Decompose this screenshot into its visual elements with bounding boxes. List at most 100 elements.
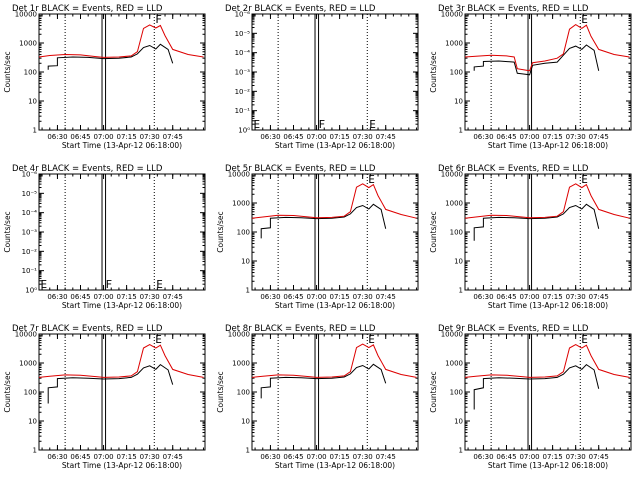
marker-letter: E (368, 333, 375, 346)
x-tick-label: 07:15 (543, 293, 563, 301)
x-tick-label: 07:15 (117, 453, 137, 461)
x-tick-label: 07:00 (306, 453, 326, 461)
panel-det-8: Det 8r BLACK = Events, RED = LLD 1 10 100 10… (216, 324, 419, 470)
marker-letter: F (319, 118, 326, 131)
x-tick-label: 07:00 (519, 293, 539, 301)
x-axis-label: Start Time (13-Apr-12 06:18:00) (275, 301, 395, 310)
series-events (473, 363, 600, 410)
y-tick-label: 10000 (441, 331, 463, 339)
x-tick-label: 06:45 (283, 293, 303, 301)
plot-frame (464, 13, 632, 131)
y-tick-label: 10⁻² (235, 88, 251, 96)
x-tick-label: 07:30 (353, 133, 373, 141)
y-axis-label: Counts/sec (3, 211, 12, 252)
y-tick-label: 1 (459, 287, 463, 295)
y-tick-label: 10000 (441, 11, 463, 19)
y-tick-label: 1000 (232, 360, 250, 368)
x-tick-label: 06:45 (70, 133, 90, 141)
x-tick-label: 07:30 (140, 133, 160, 141)
series-lld (464, 183, 630, 219)
x-tick-label: 07:00 (519, 133, 539, 141)
plot-frame (464, 173, 632, 291)
panel-det-6: Det 6r BLACK = Events, RED = LLD 1 10 100 10… (429, 164, 632, 310)
plot-frame (464, 333, 632, 451)
y-tick-label: 1000 (445, 360, 463, 368)
series-lld (38, 24, 204, 58)
y-tick-label: 100 (450, 389, 463, 397)
y-tick-label: 10000 (228, 331, 250, 339)
y-tick-label: 1 (33, 447, 37, 455)
series-lld (251, 343, 417, 378)
x-tick-label: 06:45 (283, 133, 303, 141)
panel-title: Det 6r BLACK = Events, RED = LLD (438, 164, 589, 174)
x-tick-label: 07:30 (566, 453, 586, 461)
y-tick-label: 10⁻⁵ (235, 30, 251, 38)
x-tick-label: 07:15 (330, 133, 350, 141)
x-tick-label: 07:30 (353, 293, 373, 301)
marker-letter: F (155, 13, 162, 26)
x-tick-label: 06:30 (473, 453, 493, 461)
y-tick-label: 1000 (445, 200, 463, 208)
x-tick-label: 06:45 (283, 453, 303, 461)
x-tick-label: 06:30 (260, 133, 280, 141)
x-tick-label: 07:30 (140, 453, 160, 461)
x-tick-label: 07:45 (376, 293, 396, 301)
y-tick-label: 10⁰ (25, 287, 37, 295)
y-tick-label: 100 (24, 69, 37, 77)
marker-letter: E (581, 173, 588, 186)
x-tick-label: 07:30 (566, 133, 586, 141)
y-tick-label: 10 (454, 258, 463, 266)
plot-frame (38, 13, 206, 131)
panel-title: Det 1r BLACK = Events, RED = LLD (12, 4, 163, 14)
y-tick-label: 1000 (232, 200, 250, 208)
x-tick-label: 06:30 (47, 133, 67, 141)
x-tick-label: 06:30 (47, 293, 67, 301)
y-tick-label: 1 (246, 287, 250, 295)
series-lld (464, 344, 630, 378)
x-tick-label: 07:15 (330, 453, 350, 461)
x-tick-label: 07:00 (93, 133, 113, 141)
x-tick-label: 06:30 (473, 293, 493, 301)
y-axis-label: Counts/sec (216, 211, 225, 252)
x-tick-label: 07:45 (589, 133, 609, 141)
x-tick-label: 06:30 (473, 133, 493, 141)
plot-frame (38, 333, 206, 451)
y-axis-label: Counts/sec (216, 371, 225, 412)
marker-letter: E (368, 173, 375, 186)
x-axis-label: Start Time (13-Apr-12 06:18:00) (62, 461, 182, 470)
x-tick-label: 07:45 (163, 293, 183, 301)
y-tick-label: 1000 (19, 360, 37, 368)
x-tick-label: 06:45 (70, 453, 90, 461)
x-tick-label: 07:15 (117, 293, 137, 301)
y-tick-label: 10⁻⁵ (22, 190, 38, 198)
y-tick-label: 10 (241, 418, 250, 426)
panel-title: Det 3r BLACK = Events, RED = LLD (438, 4, 589, 14)
x-axis-label: Start Time (13-Apr-12 06:18:00) (62, 301, 182, 310)
y-tick-label: 1 (459, 447, 463, 455)
panel-det-3: Det 3r BLACK = Events, RED = LLD 1 10 100 10… (429, 4, 632, 150)
x-axis-label: Start Time (13-Apr-12 06:18:00) (275, 141, 395, 150)
series-events (260, 203, 387, 239)
series-lld (251, 183, 417, 219)
x-tick-label: 06:45 (496, 133, 516, 141)
x-tick-label: 07:45 (376, 133, 396, 141)
y-tick-label: 10⁻⁴ (235, 49, 251, 57)
x-tick-label: 07:00 (519, 453, 539, 461)
panel-title: Det 7r BLACK = Events, RED = LLD (12, 324, 163, 334)
marker-letter: E (581, 13, 588, 26)
y-tick-label: 10⁻² (22, 248, 38, 256)
plot-frame (251, 13, 419, 131)
series-lld (464, 23, 630, 72)
panel-det-5: Det 5r BLACK = Events, RED = LLD 1 10 100 10… (216, 164, 419, 310)
y-tick-label: 10 (454, 418, 463, 426)
x-axis-label: Start Time (13-Apr-12 06:18:00) (488, 141, 608, 150)
y-axis-label: Counts/sec (429, 211, 438, 252)
marker-letter: E (581, 333, 588, 346)
y-tick-label: 10000 (15, 11, 37, 19)
y-tick-label: 10000 (228, 171, 250, 179)
panel-det-2: Det 2r BLACK = Events, RED = LLD 10⁰ 10⁻¹ 1… (225, 4, 419, 150)
y-tick-label: 10⁻⁶ (22, 171, 38, 179)
x-axis-label: Start Time (13-Apr-12 06:18:00) (275, 461, 395, 470)
x-tick-label: 07:30 (140, 293, 160, 301)
